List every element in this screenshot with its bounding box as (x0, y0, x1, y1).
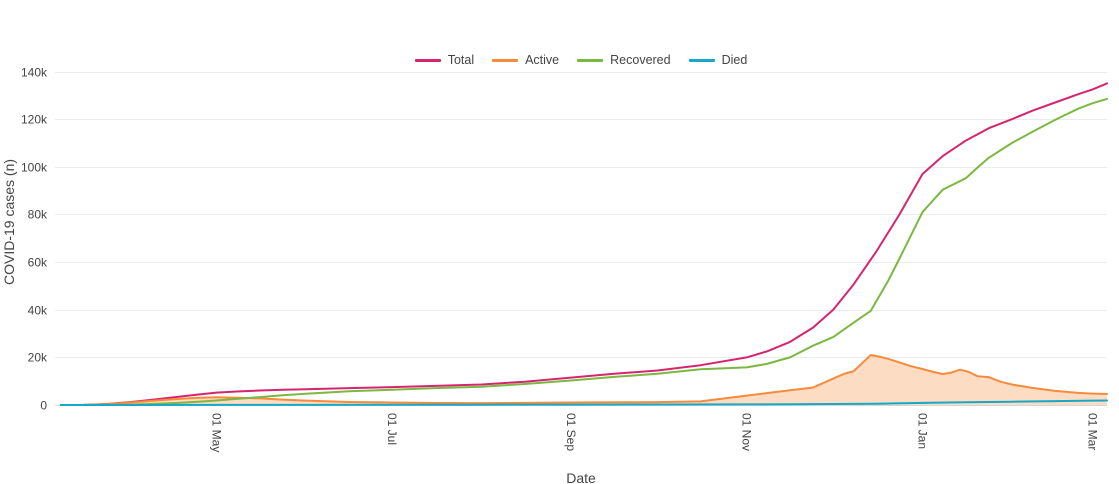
legend-label-recovered: Recovered (610, 53, 671, 67)
legend-item-died[interactable]: Died (688, 53, 748, 68)
series-line-total (59, 82, 1108, 406)
y-tick-label-60k: 60k (28, 256, 48, 270)
x-tick-label: 01 Nov (740, 413, 754, 451)
chart-legend: Total Active Recovered Died (55, 53, 1107, 68)
x-tick-label: 01 Jul (385, 413, 399, 445)
series-line-died (59, 399, 1108, 406)
legend-swatch-died (688, 59, 715, 62)
x-axis-title: Date (566, 470, 596, 484)
legend-item-active[interactable]: Active (492, 53, 559, 68)
y-tick-label-140k: 140k (21, 66, 48, 80)
legend-item-recovered[interactable]: Recovered (577, 53, 671, 68)
series-line-recovered (59, 97, 1108, 406)
y-tick-label-80k: 80k (28, 208, 48, 222)
y-tick-label-20k: 20k (28, 351, 48, 365)
chart-plot-area: 0 20k 40k 60k 80k 100k 120k 140k 01 May 01 Jul 01 … (21, 66, 1108, 452)
y-axis-title: COVID-19 cases (n) (1, 159, 17, 285)
legend-swatch-total (414, 59, 441, 62)
x-tick-label: 01 Jan (916, 413, 930, 449)
x-tick-label: 01 May (209, 413, 223, 452)
y-tick-label-100k: 100k (21, 161, 48, 175)
legend-label-total: Total (447, 53, 475, 67)
x-tick-label: 01 Sep (564, 413, 578, 451)
legend-label-active: Active (525, 53, 560, 67)
legend-swatch-active (492, 59, 519, 62)
legend-swatch-recovered (577, 59, 604, 62)
legend-item-total[interactable]: Total (414, 53, 475, 68)
legend-label-died: Died (721, 53, 748, 67)
series-area-active (60, 355, 1107, 405)
y-tick-label-0: 0 (40, 399, 47, 413)
x-tick-label: 01 Mar (1086, 413, 1100, 450)
series-line-active (59, 354, 1108, 406)
y-tick-label-120k: 120k (21, 113, 48, 127)
y-tick-label-40k: 40k (28, 304, 48, 318)
